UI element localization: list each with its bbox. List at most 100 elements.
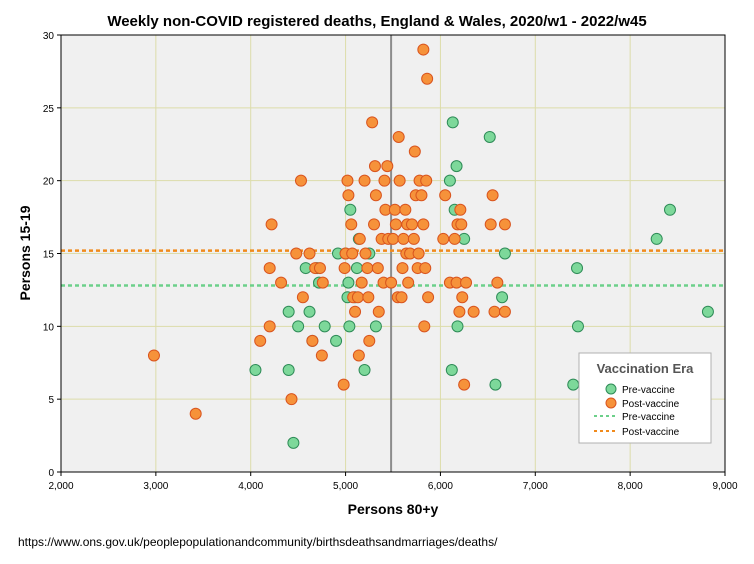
post-vaccine-point	[315, 349, 328, 362]
post-vaccine-point	[378, 174, 391, 187]
post-vaccine-point	[467, 305, 480, 318]
x-tick-label: 7,000	[523, 481, 548, 492]
post-vaccine-point	[366, 116, 379, 129]
pre-vaccine-point	[292, 320, 305, 333]
post-vaccine-point	[417, 43, 430, 56]
pre-vaccine-point	[318, 320, 331, 333]
post-vaccine-point	[352, 349, 365, 362]
y-tick-label: 5	[48, 395, 54, 406]
post-vaccine-point	[294, 174, 307, 187]
pre-vaccine-point	[358, 364, 371, 377]
post-vaccine-point	[397, 232, 410, 245]
post-vaccine-point	[460, 276, 473, 289]
pre-vaccine-point	[282, 364, 295, 377]
post-vaccine-point	[439, 189, 452, 202]
post-vaccine-point	[419, 262, 432, 275]
post-vaccine-point	[263, 320, 276, 333]
pre-vaccine-point	[446, 116, 459, 129]
pre-vaccine-point	[489, 378, 502, 391]
x-tick-label: 4,000	[238, 481, 263, 492]
post-vaccine-point	[303, 247, 316, 260]
x-tick-label: 2,000	[48, 481, 73, 492]
post-vaccine-point	[341, 174, 354, 187]
post-vaccine-point	[454, 203, 467, 216]
pre-vaccine-point	[450, 160, 463, 173]
x-tick-label: 3,000	[143, 481, 168, 492]
x-tick-label: 6,000	[428, 481, 453, 492]
post-vaccine-point	[498, 218, 511, 231]
pre-vaccine-point	[303, 305, 316, 318]
post-vaccine-point	[392, 130, 405, 143]
pre-vaccine-point	[369, 320, 382, 333]
pre-vaccine-point	[571, 320, 584, 333]
post-vaccine-point	[296, 291, 309, 304]
post-vaccine-point	[418, 320, 431, 333]
pre-vaccine-point	[567, 378, 580, 391]
post-vaccine-point	[346, 247, 359, 260]
x-tick-label: 8,000	[618, 481, 643, 492]
post-vaccine-point	[388, 203, 401, 216]
post-vaccine-point	[498, 305, 511, 318]
x-tick-label: 5,000	[333, 481, 358, 492]
post-vaccine-point	[491, 276, 504, 289]
pre-vaccine-point	[483, 130, 496, 143]
post-vaccine-point	[393, 174, 406, 187]
legend-title: Vaccination Era	[597, 361, 695, 376]
post-vaccine-point	[486, 189, 499, 202]
pre-vaccine-point	[663, 203, 676, 216]
legend-marker-post	[605, 397, 617, 409]
pre-vaccine-point	[330, 334, 343, 347]
data-points	[147, 43, 714, 449]
scatter-chart: Weekly non-COVID registered deaths, Engl…	[17, 13, 738, 517]
post-vaccine-point	[453, 305, 466, 318]
post-vaccine-point	[265, 218, 278, 231]
post-vaccine-point	[263, 262, 276, 275]
post-vaccine-point	[437, 232, 450, 245]
post-vaccine-point	[358, 174, 371, 187]
post-vaccine-point	[422, 291, 435, 304]
post-vaccine-point	[147, 349, 160, 362]
pre-vaccine-point	[282, 305, 295, 318]
pre-vaccine-point	[344, 203, 357, 216]
post-vaccine-point	[349, 305, 362, 318]
post-vaccine-point	[285, 393, 298, 406]
x-axis-ticks: 2,000 3,000 4,000 5,000 6,000 7,000 8,000 9,000	[48, 472, 738, 492]
post-vaccine-point	[402, 276, 415, 289]
legend-label-pre-line: Pre-vaccine	[622, 412, 675, 423]
legend-box	[578, 352, 712, 444]
legend: Vaccination Era Pre-vaccine Post-vaccine…	[578, 352, 712, 444]
post-vaccine-point	[316, 276, 329, 289]
y-tick-label: 25	[43, 104, 55, 115]
pre-vaccine-point	[249, 364, 262, 377]
post-vaccine-point	[306, 334, 319, 347]
pre-vaccine-point	[350, 262, 363, 275]
post-vaccine-point	[337, 378, 350, 391]
post-vaccine-point	[405, 218, 418, 231]
x-axis-label: Persons 80+y	[348, 501, 439, 517]
post-vaccine-point	[355, 276, 368, 289]
post-vaccine-point	[359, 247, 372, 260]
post-vaccine-point	[395, 291, 408, 304]
post-vaccine-point	[420, 174, 433, 187]
post-vaccine-point	[421, 72, 434, 85]
y-tick-label: 30	[43, 31, 55, 42]
post-vaccine-point	[456, 291, 469, 304]
legend-marker-pre	[605, 383, 617, 395]
post-vaccine-point	[448, 232, 461, 245]
pre-vaccine-point	[498, 247, 511, 260]
post-vaccine-point	[275, 276, 288, 289]
post-vaccine-point	[338, 262, 351, 275]
post-vaccine-point	[399, 203, 412, 216]
post-vaccine-point	[396, 262, 409, 275]
post-vaccine-point	[368, 160, 381, 173]
pre-vaccine-point	[701, 305, 714, 318]
legend-label-post-line: Post-vaccine	[622, 427, 680, 438]
x-tick-label: 9,000	[712, 481, 737, 492]
pre-vaccine-point	[343, 320, 356, 333]
post-vaccine-point	[484, 218, 497, 231]
y-tick-label: 10	[43, 322, 55, 333]
post-vaccine-point	[455, 218, 468, 231]
chart-title: Weekly non-COVID registered deaths, Engl…	[107, 13, 646, 30]
y-axis-label: Persons 15-19	[17, 205, 33, 300]
pre-vaccine-point	[650, 232, 663, 245]
